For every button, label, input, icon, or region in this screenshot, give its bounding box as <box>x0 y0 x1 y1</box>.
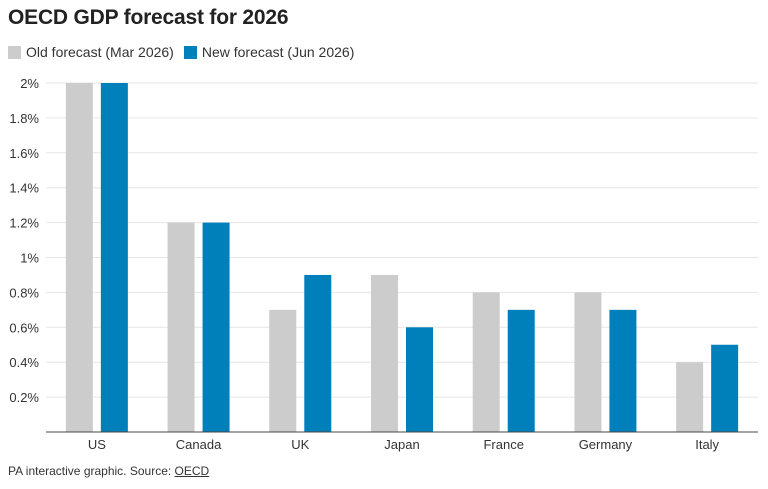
bar <box>574 292 602 432</box>
bar <box>167 222 195 432</box>
x-tick-label: US <box>88 437 106 452</box>
bar <box>609 309 637 432</box>
footer: PA interactive graphic. Source: OECD <box>8 464 209 478</box>
bar <box>269 309 297 432</box>
x-tick-label: France <box>483 437 523 452</box>
y-tick-label: 1% <box>20 251 39 266</box>
legend-swatch-new <box>183 45 197 59</box>
y-tick-label: 1.2% <box>9 216 39 231</box>
bar <box>507 309 535 432</box>
y-tick-label: 0.4% <box>9 355 39 370</box>
bar <box>406 327 433 432</box>
bar <box>304 274 332 432</box>
y-tick-label: 1.8% <box>9 111 39 126</box>
x-tick-label: Canada <box>176 437 222 452</box>
y-tick-label: 0.6% <box>9 320 39 335</box>
bar <box>100 83 128 432</box>
x-tick-label: Germany <box>579 437 633 452</box>
legend: Old forecast (Mar 2026) New forecast (Ju… <box>8 44 364 60</box>
y-tick-label: 1.4% <box>9 181 39 196</box>
x-tick-label: Italy <box>695 437 719 452</box>
x-tick-label: Japan <box>384 437 419 452</box>
legend-label-old: Old forecast (Mar 2026) <box>26 44 174 60</box>
footer-text: PA interactive graphic. Source: <box>8 464 175 478</box>
legend-label-new: New forecast (Jun 2026) <box>201 44 355 60</box>
source-link[interactable]: OECD <box>174 464 210 478</box>
bar <box>472 292 500 432</box>
bar <box>371 274 398 432</box>
y-tick-label: 1.6% <box>9 146 39 161</box>
legend-swatch-old <box>8 45 21 59</box>
y-tick-label: 2% <box>20 76 39 91</box>
legend-item-old: Old forecast (Mar 2026) <box>8 44 174 60</box>
y-tick-label: 0.2% <box>9 390 39 405</box>
chart-title: OECD GDP forecast for 2026 <box>8 6 289 29</box>
y-tick-label: 0.8% <box>9 285 39 300</box>
x-tick-label: UK <box>291 437 309 452</box>
bar <box>65 83 93 432</box>
bar <box>676 362 704 432</box>
bar <box>711 344 739 432</box>
bar <box>202 222 230 432</box>
legend-item-new: New forecast (Jun 2026) <box>183 44 355 60</box>
